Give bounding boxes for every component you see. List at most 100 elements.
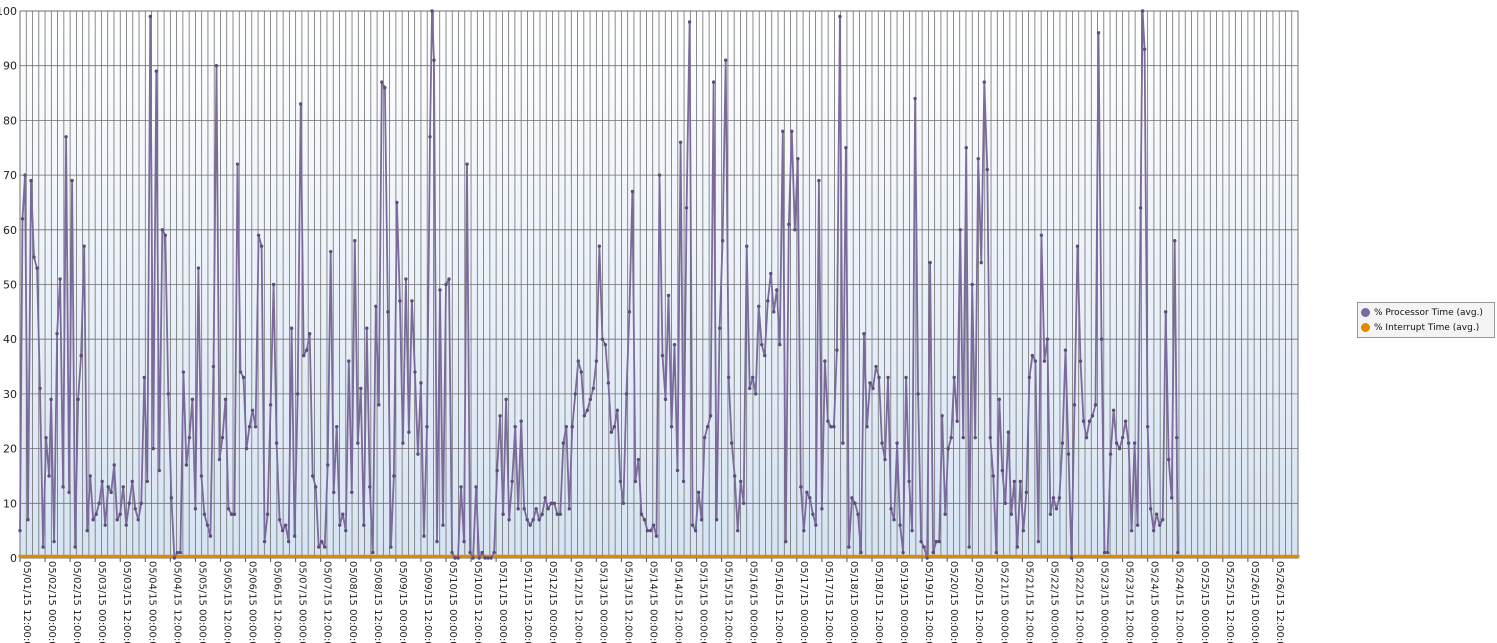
data-point-processor bbox=[1012, 479, 1017, 484]
data-point-interrupt bbox=[948, 554, 952, 558]
data-point-interrupt bbox=[720, 554, 724, 558]
x-tick-label: 05/24/15 00:00:00 bbox=[1149, 561, 1160, 643]
data-point-processor bbox=[238, 370, 243, 374]
data-point-processor bbox=[169, 496, 174, 500]
data-point-interrupt bbox=[140, 554, 144, 558]
data-point-processor bbox=[1102, 550, 1107, 555]
data-point-interrupt bbox=[1061, 554, 1065, 558]
data-point-processor bbox=[1105, 550, 1110, 555]
data-point-processor bbox=[268, 403, 273, 407]
data-point-interrupt bbox=[472, 554, 476, 558]
data-point-interrupt bbox=[923, 554, 927, 558]
data-point-processor bbox=[546, 507, 550, 511]
data-point-processor bbox=[196, 266, 201, 270]
x-tick-label: 05/14/15 00:00:00 bbox=[647, 561, 658, 643]
data-point-interrupt bbox=[670, 554, 674, 558]
data-point-processor bbox=[229, 512, 234, 516]
data-point-interrupt bbox=[961, 554, 965, 558]
data-point-processor bbox=[579, 370, 584, 374]
data-point-interrupt bbox=[381, 554, 385, 558]
data-point-interrupt bbox=[785, 554, 789, 558]
x-tick-label: 05/13/15 12:00:00 bbox=[622, 561, 633, 643]
data-point-interrupt bbox=[275, 554, 279, 558]
data-point-processor bbox=[136, 518, 140, 522]
data-point-processor bbox=[199, 474, 204, 478]
data-point-processor bbox=[181, 370, 186, 374]
data-point-processor bbox=[462, 539, 466, 544]
data-point-interrupt bbox=[1108, 554, 1112, 558]
x-tick-label: 05/19/15 00:00:00 bbox=[898, 561, 909, 643]
data-point-processor bbox=[916, 392, 920, 396]
data-point-processor bbox=[344, 528, 348, 533]
data-point-interrupt bbox=[594, 554, 598, 558]
legend-item-interrupt[interactable]: % Interrupt Time (avg.) bbox=[1361, 320, 1491, 335]
data-point-interrupt bbox=[666, 554, 670, 558]
data-point-processor bbox=[886, 375, 890, 380]
x-tick-label: 05/10/15 12:00:00 bbox=[472, 561, 483, 643]
data-point-processor bbox=[317, 545, 321, 549]
data-point-interrupt bbox=[547, 554, 551, 558]
data-point-interrupt bbox=[435, 554, 439, 558]
data-point-processor bbox=[184, 463, 189, 467]
data-point-interrupt bbox=[375, 554, 379, 558]
data-point-interrupt bbox=[1077, 554, 1081, 558]
data-point-interrupt bbox=[1277, 554, 1281, 558]
y-axis: 0 10 20 30 40 50 60 70 80 90 100 bbox=[0, 5, 17, 565]
data-point-processor bbox=[112, 463, 116, 467]
data-point-processor bbox=[805, 490, 809, 495]
data-point-processor bbox=[501, 512, 505, 516]
data-point-interrupt bbox=[832, 554, 836, 558]
data-point-processor bbox=[419, 381, 423, 385]
data-point-interrupt bbox=[488, 554, 492, 558]
data-point-processor bbox=[600, 337, 605, 341]
data-point-processor bbox=[663, 397, 668, 402]
data-point-interrupt bbox=[469, 554, 473, 558]
data-point-processor bbox=[465, 162, 469, 166]
data-point-processor bbox=[811, 512, 815, 516]
data-point-interrupt bbox=[563, 554, 567, 558]
data-point-processor bbox=[757, 304, 761, 309]
data-point-interrupt bbox=[914, 554, 918, 558]
data-point-processor bbox=[898, 523, 902, 527]
data-point-interrupt bbox=[723, 554, 727, 558]
data-point-interrupt bbox=[306, 554, 310, 558]
data-point-processor bbox=[835, 348, 839, 352]
data-point-processor bbox=[377, 403, 381, 407]
data-point-processor bbox=[573, 392, 578, 396]
data-point-processor bbox=[519, 419, 523, 423]
data-point-interrupt bbox=[356, 554, 360, 558]
data-point-processor bbox=[907, 479, 911, 484]
data-point-processor bbox=[61, 485, 65, 489]
data-point-interrupt bbox=[1164, 554, 1168, 558]
data-point-interrupt bbox=[1080, 554, 1084, 558]
data-point-interrupt bbox=[65, 554, 69, 558]
data-point-interrupt bbox=[121, 554, 125, 558]
x-tick-label: 05/11/15 00:00:00 bbox=[497, 561, 508, 643]
data-point-interrupt bbox=[579, 554, 583, 558]
x-tick-label: 05/04/15 12:00:00 bbox=[171, 561, 182, 643]
data-point-processor bbox=[1090, 414, 1095, 418]
data-point-processor bbox=[1148, 507, 1153, 511]
data-point-processor bbox=[1006, 430, 1011, 434]
data-point-interrupt bbox=[128, 554, 132, 558]
data-point-processor bbox=[178, 550, 183, 555]
y-tick-label: 60 bbox=[3, 224, 17, 237]
data-point-processor bbox=[1114, 441, 1119, 445]
data-point-processor bbox=[627, 310, 632, 314]
data-point-processor bbox=[1075, 244, 1080, 248]
data-point-processor bbox=[23, 173, 27, 177]
data-point-processor bbox=[516, 507, 520, 511]
data-point-interrupt bbox=[312, 554, 316, 558]
data-point-processor bbox=[633, 479, 638, 484]
data-point-interrupt bbox=[1030, 554, 1034, 558]
x-tick-label: 05/11/15 12:00:00 bbox=[522, 561, 533, 643]
data-point-processor bbox=[1173, 239, 1177, 243]
data-point-interrupt bbox=[316, 554, 320, 558]
data-point-processor bbox=[624, 392, 629, 396]
data-point-processor bbox=[1084, 435, 1089, 440]
data-point-interrupt bbox=[1121, 554, 1125, 558]
data-point-processor bbox=[787, 222, 791, 227]
legend-item-processor[interactable]: % Processor Time (avg.) bbox=[1361, 305, 1491, 320]
data-point-processor bbox=[247, 425, 252, 429]
data-point-processor bbox=[1099, 337, 1104, 341]
